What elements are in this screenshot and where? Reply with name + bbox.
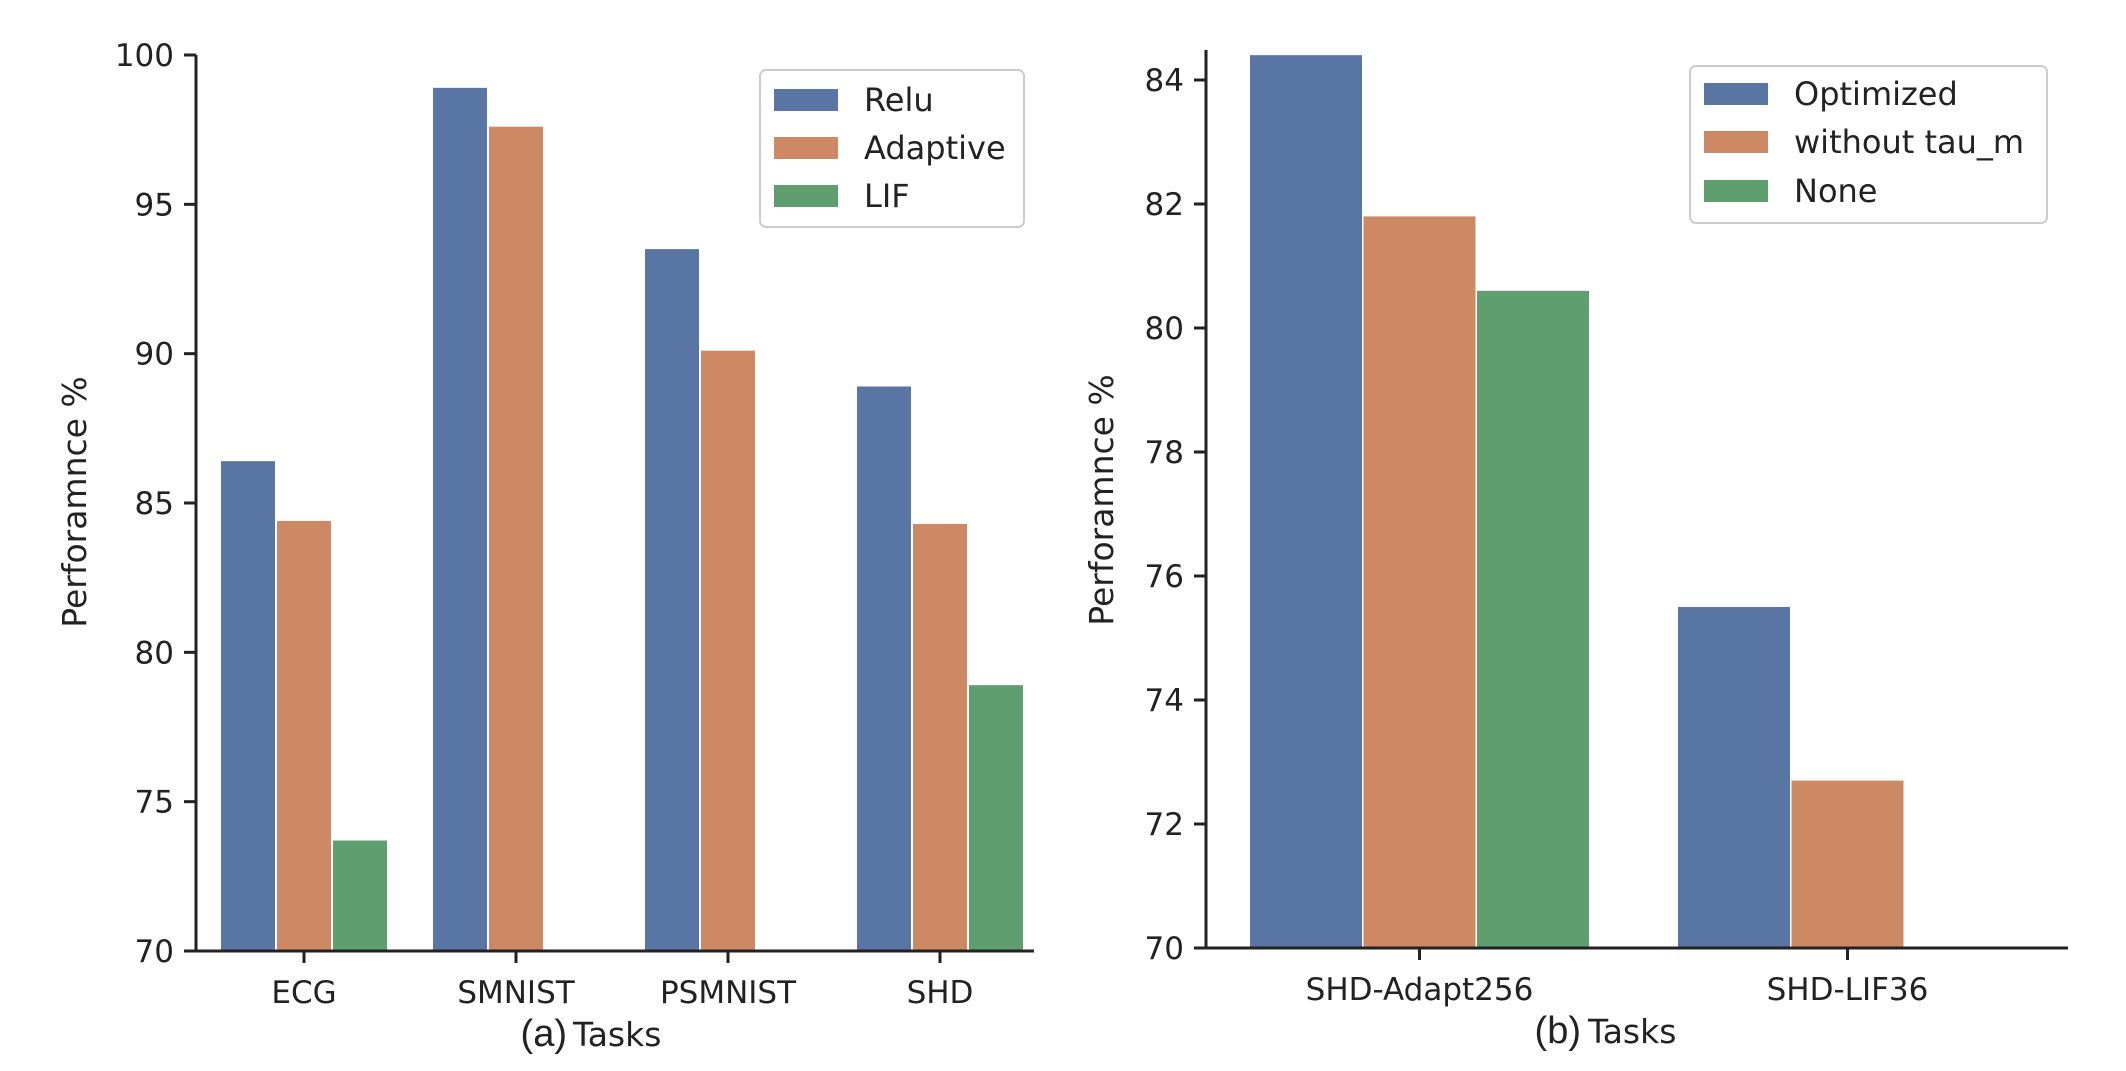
panel-a-y-axis-label: Perforamnce % xyxy=(55,376,94,628)
panel-a-bar-relu-smnist xyxy=(433,87,487,951)
panel-b-y-tick-label: 82 xyxy=(1145,187,1184,223)
panel-a-bar-adaptive-smnist xyxy=(489,126,543,952)
panel-b-bars xyxy=(1250,55,1904,948)
panel-a-bar-lif-ecg xyxy=(333,840,387,951)
panel-b-y-tick-label: 70 xyxy=(1145,931,1184,967)
panel-b-y-ticks: 70 72 74 76 78 80 82 84 xyxy=(1145,63,1206,967)
panel-b-legend-swatch-optimized xyxy=(1704,83,1768,105)
panel-b-x-axis-label: Tasks xyxy=(1587,1012,1676,1051)
panel-b-bar-without-tau-m-shd-lif36 xyxy=(1791,780,1904,948)
panel-b-y-axis-label: Perforamnce % xyxy=(1082,374,1121,626)
panel-b-legend-frame xyxy=(1689,65,2048,224)
panel-a-y-tick-label: 100 xyxy=(115,38,174,74)
panel-b-legend-label-none: None xyxy=(1794,172,1877,210)
panel-a-legend-label-lif: LIF xyxy=(864,177,910,215)
panel-a-y-tick-label: 80 xyxy=(135,635,174,671)
panel-a-bar-adaptive-psmnist xyxy=(701,350,755,951)
panel-a-legend-swatch-lif xyxy=(774,185,838,207)
panel-b-y-tick-label: 72 xyxy=(1145,807,1184,843)
panel-a-bars xyxy=(221,87,1023,952)
panel-b-bar-none-shd-adapt256 xyxy=(1477,290,1589,948)
panel-b-legend-swatch-without-tau-m xyxy=(1704,131,1768,153)
panel-a-bar-relu-shd xyxy=(857,386,911,951)
panel-a-y-ticks: 70 75 80 85 90 95 100 xyxy=(115,38,196,970)
panel-b-y-tick-label: 76 xyxy=(1145,559,1184,595)
panel-a-y-tick-label: 95 xyxy=(135,187,174,223)
panel-a-x-tick-label-psmnist: PSMNIST xyxy=(660,975,797,1011)
panel-a-legend-label-relu: Relu xyxy=(864,81,934,119)
panel-b: 70 72 74 76 78 80 82 84 SHD-Adapt256 SHD-LIF36 P… xyxy=(1082,50,2068,1052)
panel-a-x-ticks: ECG SMNIST PSMNIST SHD xyxy=(271,951,973,1011)
panel-b-y-tick-label: 84 xyxy=(1145,63,1184,99)
panel-a-x-axis-label: Tasks xyxy=(572,1015,661,1054)
panel-a-legend-label-adaptive: Adaptive xyxy=(864,129,1006,167)
panel-a-bar-relu-psmnist xyxy=(645,249,699,952)
panel-a-legend: Relu Adaptive LIF xyxy=(759,69,1025,228)
panel-a-bar-lif-shd xyxy=(969,685,1023,951)
panel-b-bar-without-tau-m-shd-adapt256 xyxy=(1363,216,1476,948)
panel-a-y-tick-label: 90 xyxy=(135,337,174,373)
panel-b-x-tick-label-shd-adapt256: SHD-Adapt256 xyxy=(1306,972,1534,1008)
panel-b-bar-optimized-shd-adapt256 xyxy=(1250,55,1362,948)
panel-a-legend-swatch-relu xyxy=(774,89,838,111)
panel-a-y-tick-label: 75 xyxy=(135,785,174,821)
panel-a-bar-relu-ecg xyxy=(221,461,275,951)
panel-a-x-tick-label-smnist: SMNIST xyxy=(457,975,575,1011)
panel-a: 70 75 80 85 90 95 100 ECG SMNIST PSMNIST SHD Perf… xyxy=(55,38,1034,1055)
panel-b-x-tick-label-shd-lif36: SHD-LIF36 xyxy=(1767,972,1929,1008)
panel-b-legend-label-optimized: Optimized xyxy=(1794,75,1958,113)
panel-b-legend: Optimized without tau_m None xyxy=(1689,65,2048,224)
panel-a-bar-adaptive-ecg xyxy=(277,520,331,951)
panel-b-x-ticks: SHD-Adapt256 SHD-LIF36 xyxy=(1306,948,1929,1008)
panel-b-tag: (b) xyxy=(1535,1010,1581,1052)
panel-b-y-tick-label: 74 xyxy=(1145,683,1184,719)
panel-b-bar-optimized-shd-lif36 xyxy=(1678,607,1790,948)
panel-a-bar-adaptive-shd xyxy=(913,523,967,951)
panel-a-y-tick-label: 85 xyxy=(135,486,174,522)
panel-a-x-tick-label-shd: SHD xyxy=(907,975,974,1011)
panel-b-legend-label-without-tau-m: without tau_m xyxy=(1794,123,2024,161)
panel-b-y-tick-label: 78 xyxy=(1145,435,1184,471)
panel-a-x-tick-label-ecg: ECG xyxy=(271,975,336,1011)
panel-b-legend-swatch-none xyxy=(1704,180,1768,202)
panel-b-y-tick-label: 80 xyxy=(1145,311,1184,347)
panel-a-legend-swatch-adaptive xyxy=(774,137,838,159)
panel-a-y-tick-label: 70 xyxy=(135,934,174,970)
panel-a-tag: (a) xyxy=(521,1013,567,1055)
